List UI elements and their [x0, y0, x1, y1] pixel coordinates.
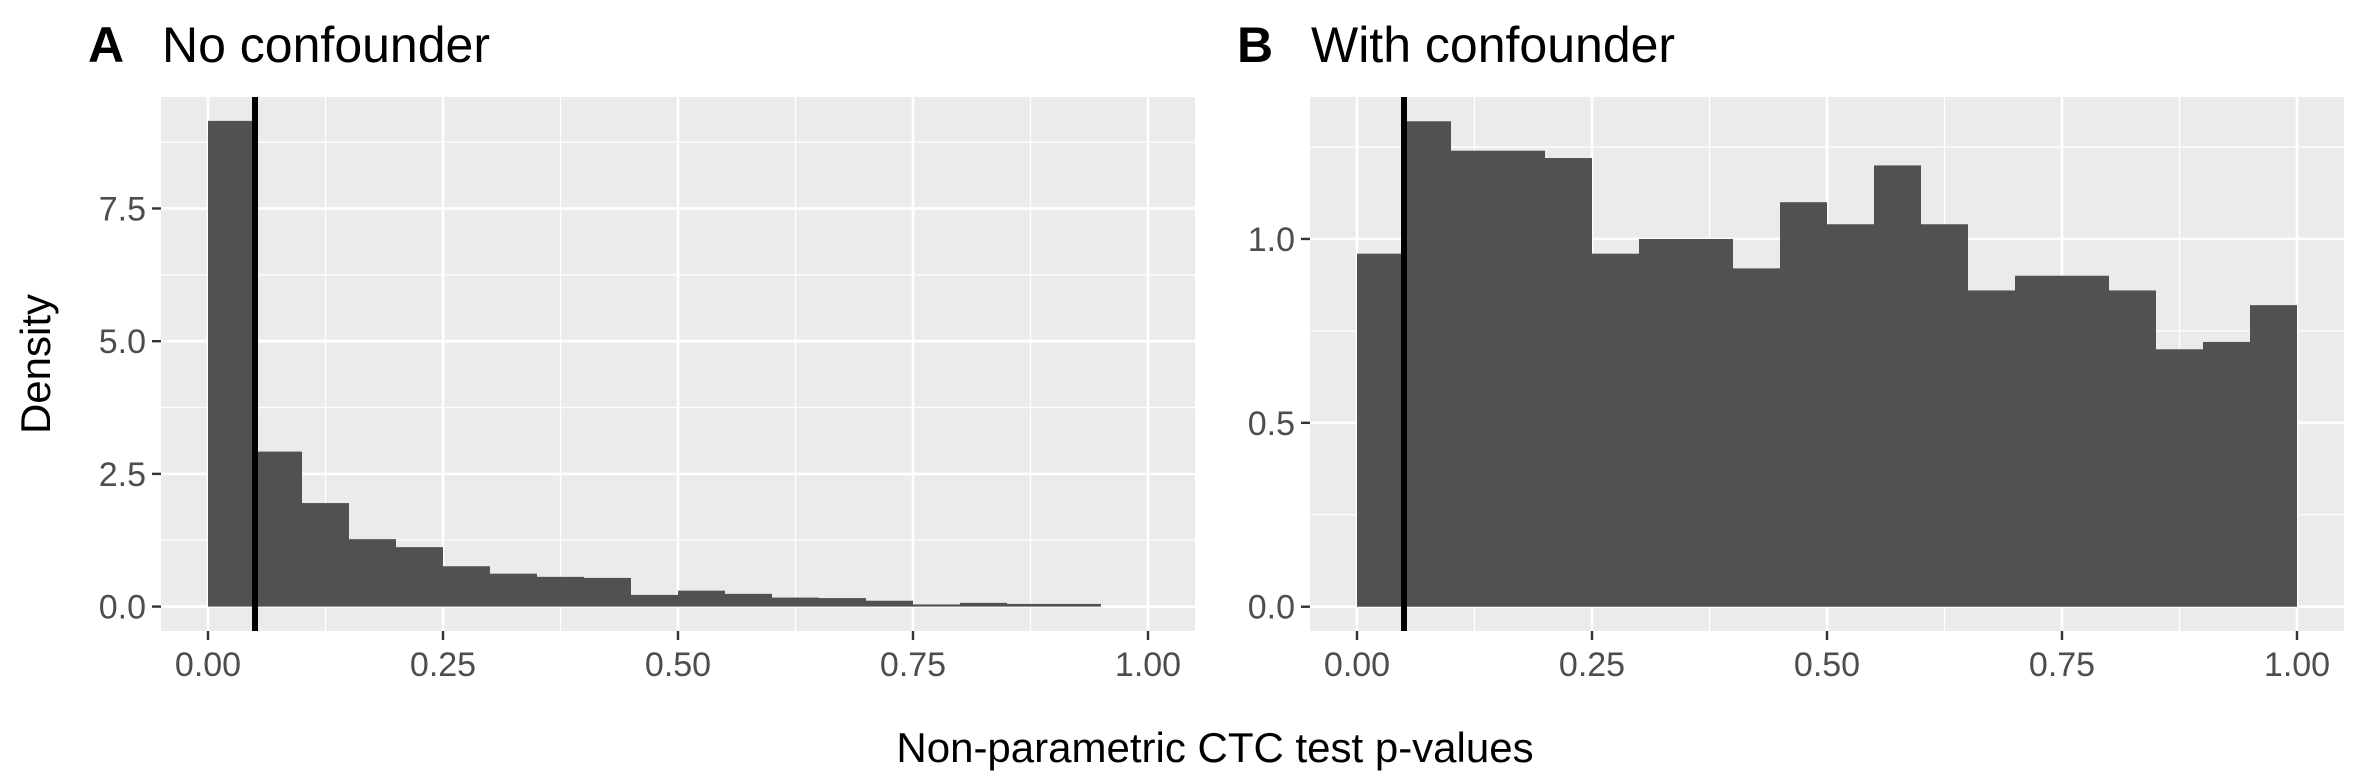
panel-b-x-ticks: 0.00 0.25 0.50 0.75 1.00: [1324, 631, 2330, 684]
panel-b: B With confounder 0.00 0.25 0.50 0.75 1.00 0…: [1237, 17, 2344, 684]
histogram-bar: [349, 539, 396, 607]
panel-a-y-ticks: 0.0 2.5 5.0 7.5: [99, 190, 161, 627]
panel-b-tag: B: [1237, 17, 1273, 73]
y-axis-title: Density: [12, 294, 59, 434]
histogram-bar: [1968, 290, 2015, 607]
panel-a-title: No confounder: [162, 17, 490, 73]
y-tick-label: 0.0: [1248, 589, 1295, 627]
histogram-bar: [678, 590, 725, 607]
x-tick-label: 1.00: [1115, 646, 1181, 684]
y-tick-label: 5.0: [99, 323, 146, 361]
histogram-bar: [772, 597, 819, 607]
y-tick-label: 1.0: [1248, 221, 1295, 259]
histogram-bar: [1451, 150, 1498, 607]
panel-a-tag: A: [88, 17, 124, 73]
x-axis-title: Non-parametric CTC test p-values: [896, 724, 1533, 771]
x-tick-label: 0.75: [2029, 646, 2095, 684]
histogram-bar: [819, 598, 866, 607]
histogram-bar: [1357, 253, 1404, 607]
histogram-bar: [490, 573, 537, 607]
histogram-bar: [1592, 253, 1639, 607]
panel-b-bars: [1357, 121, 2297, 607]
histogram-bar: [302, 503, 349, 607]
y-tick-label: 2.5: [99, 456, 146, 494]
x-tick-label: 0.25: [1559, 646, 1625, 684]
panel-b-y-ticks: 0.0 0.5 1.0: [1248, 221, 1310, 627]
histogram-bar: [1827, 224, 1874, 607]
histogram-bar: [1545, 158, 1592, 607]
histogram-bar: [1404, 121, 1451, 607]
y-tick-label: 0.5: [1248, 405, 1295, 443]
histogram-bar: [631, 594, 678, 607]
histogram-bar: [1874, 165, 1921, 607]
histogram-bar: [2156, 349, 2203, 607]
histogram-bar: [2062, 275, 2109, 607]
histogram-bar: [396, 547, 443, 607]
histogram-bar: [866, 600, 913, 607]
panel-a: A No confounder 0.00 0.25 0.50 0.75 1.00 0.0…: [88, 17, 1195, 684]
histogram-bar: [537, 576, 584, 607]
x-tick-label: 0.50: [1794, 646, 1860, 684]
histogram-bar: [1686, 238, 1733, 607]
histogram-bar: [1921, 224, 1968, 607]
x-tick-label: 0.25: [410, 646, 476, 684]
histogram-bar: [1733, 268, 1780, 607]
histogram-bar: [2250, 305, 2297, 607]
histogram-bar: [1498, 150, 1545, 607]
histogram-bar: [584, 577, 631, 607]
panel-b-title: With confounder: [1311, 17, 1675, 73]
y-tick-label: 7.5: [99, 190, 146, 228]
histogram-bar: [1054, 603, 1101, 607]
histogram-bar: [2203, 341, 2250, 607]
x-tick-label: 1.00: [2264, 646, 2330, 684]
histogram-bar: [443, 566, 490, 607]
histogram-bar: [960, 602, 1007, 607]
y-tick-label: 0.0: [99, 589, 146, 627]
x-tick-label: 0.00: [1324, 646, 1390, 684]
panel-a-x-ticks: 0.00 0.25 0.50 0.75 1.00: [175, 631, 1181, 684]
histogram-bar: [2109, 290, 2156, 607]
x-tick-label: 0.75: [880, 646, 946, 684]
histogram-bar: [1639, 238, 1686, 607]
panel-a-bars: [208, 120, 1101, 607]
histogram-bar: [2015, 275, 2062, 607]
histogram-bar: [913, 604, 960, 607]
histogram-bar: [255, 451, 302, 607]
x-tick-label: 0.00: [175, 646, 241, 684]
x-tick-label: 0.50: [645, 646, 711, 684]
histogram-bar: [1007, 603, 1054, 607]
histogram-bar: [208, 120, 255, 607]
histogram-bar: [1780, 202, 1827, 607]
histogram-bar: [725, 593, 772, 607]
